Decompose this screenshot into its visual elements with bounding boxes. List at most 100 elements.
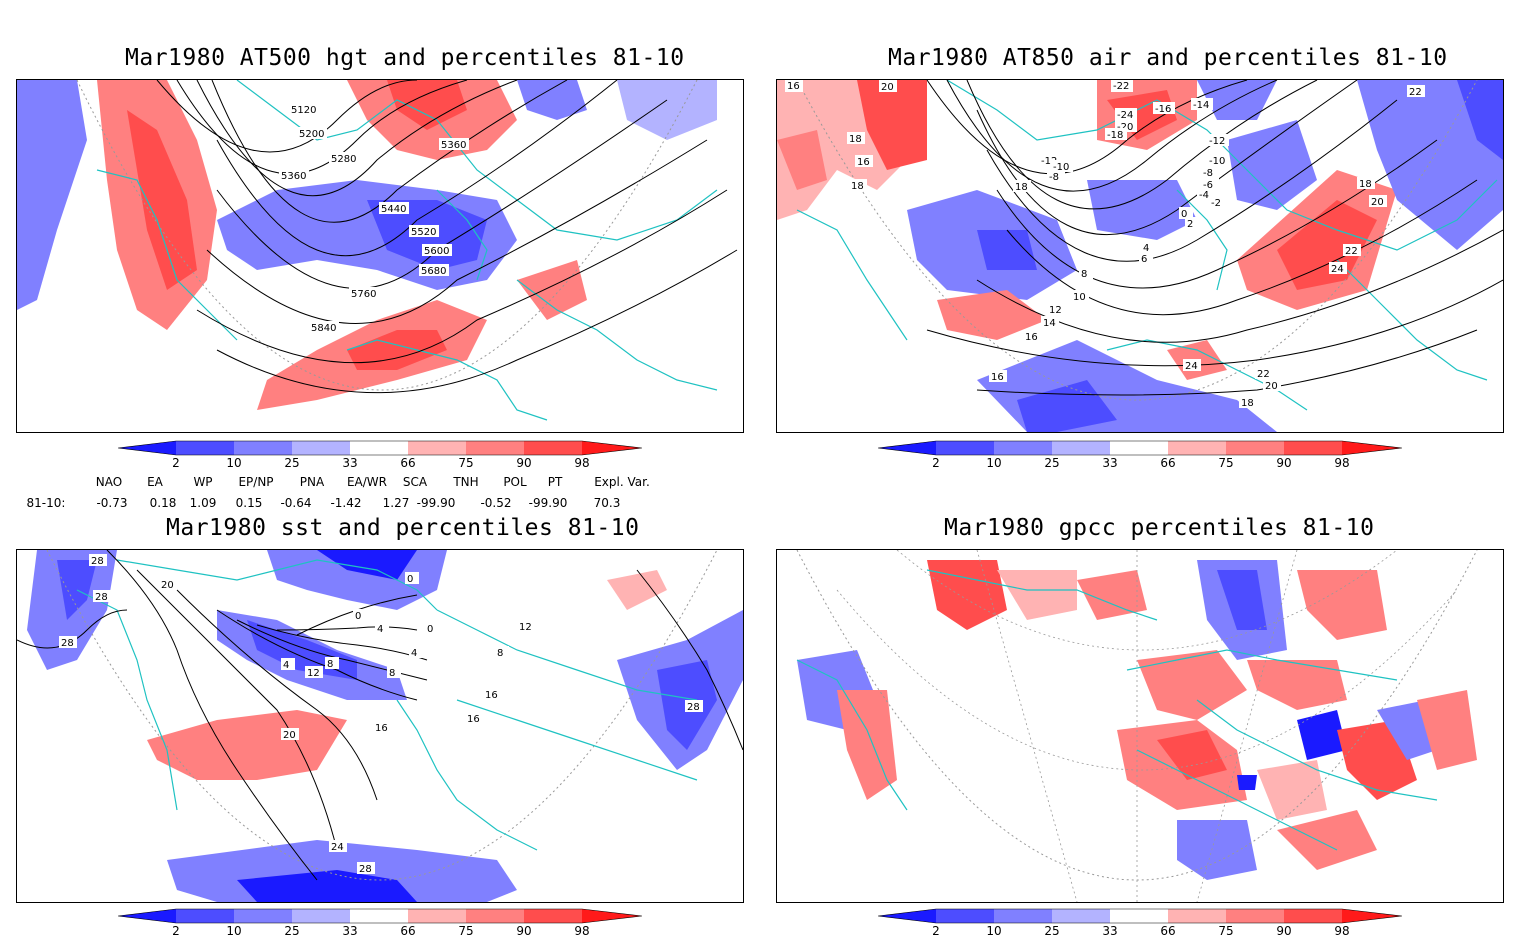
index-value: -0.73	[96, 496, 128, 510]
contour-label: 0	[1181, 209, 1187, 220]
contour-label: 16	[375, 723, 388, 734]
index-value: -0.64	[280, 496, 312, 510]
colorbar-swatch	[292, 909, 350, 923]
contour-label: 4	[377, 624, 383, 635]
contour-label: 5280	[331, 154, 356, 165]
contour-label: 20	[283, 730, 296, 741]
map-sst: 28 28 28 20 0 0 0 4 4 4 8 8 8 12 16 16 1…	[16, 549, 744, 903]
colorbar-label: 25	[284, 924, 300, 938]
index-value: 1.09	[189, 496, 217, 510]
colorbar-swatch	[1342, 909, 1402, 923]
contour-label: -14	[1193, 100, 1209, 111]
index-header: WP	[193, 475, 213, 489]
index-header: NAO	[95, 475, 123, 489]
colorbar-swatch	[936, 909, 994, 923]
contour-label: 28	[359, 864, 372, 875]
contour-label: 4	[283, 660, 289, 671]
contour-label: 20	[881, 82, 894, 93]
colorbar-swatch	[582, 441, 642, 455]
colorbar-label: 66	[1160, 924, 1176, 938]
index-header: EP/NP	[238, 475, 274, 489]
horizon-arc	[76, 80, 698, 391]
contour-label: 24	[1331, 264, 1344, 275]
contour-label: 4	[411, 648, 417, 659]
colorbar-swatch	[1284, 909, 1342, 923]
colorbar-sst: 2 10 25 33 66 75 90 98	[118, 908, 642, 940]
contour-label: 4	[1143, 243, 1149, 254]
contour-label: -2	[1211, 198, 1221, 209]
colorbar-swatches	[118, 440, 642, 456]
colorbar-label: 10	[986, 456, 1002, 470]
contour-label: -8	[1049, 172, 1059, 183]
contour-label: 6	[1141, 254, 1147, 265]
index-row-label: 81-10:	[26, 496, 66, 510]
colorbar-swatch	[524, 441, 582, 455]
contour-label: 28	[61, 638, 74, 649]
colorbar-label: 25	[1044, 924, 1060, 938]
contour-label: 8	[389, 668, 395, 679]
map-hgt500: 5120 5200 5280 5360 5360 5440 5520 5600 …	[16, 79, 744, 433]
colorbar-label: 90	[516, 924, 532, 938]
panel-title-hgt500: Mar1980 AT500 hgt and percentiles 81-10	[125, 45, 685, 71]
index-value: 70.3	[593, 496, 621, 510]
contour-label: 22	[1345, 246, 1358, 257]
colorbar-swatch	[994, 909, 1052, 923]
colorbar-label: 2	[172, 924, 180, 938]
contour-label: 16	[1025, 332, 1038, 343]
anomaly-shading	[777, 80, 1503, 432]
map-sst-svg: 28 28 28 20 0 0 0 4 4 4 8 8 8 12 16 16 1…	[17, 550, 743, 902]
index-value: -1.42	[330, 496, 362, 510]
colorbar-label: 66	[400, 924, 416, 938]
colorbar-swatch	[1226, 441, 1284, 455]
colorbar-swatch	[176, 441, 234, 455]
contour-label: 20	[1371, 197, 1384, 208]
index-header: EA/WR	[346, 475, 388, 489]
panel-title-air850: Mar1980 AT850 air and percentiles 81-10	[888, 45, 1448, 71]
contour-label: 0	[355, 611, 361, 622]
contour-label: 28	[95, 592, 108, 603]
contour-label: -4	[1199, 190, 1209, 201]
index-header-row: NAO EA WP EP/NP PNA EA/WR SCA TNH POL PT…	[0, 475, 760, 491]
coastlines	[796, 569, 1438, 851]
colorbar-label: 98	[574, 456, 590, 470]
contour-label: 16	[467, 714, 480, 725]
colorbar-label: 90	[516, 456, 532, 470]
colorbar-label: 98	[574, 924, 590, 938]
colorbar-gpcc: 2 10 25 33 66 75 90 98	[878, 908, 1402, 940]
map-air850: 16 18 20 18 16 18 -22 -24 -20 -18 -16 -1…	[776, 79, 1504, 433]
index-header: POL	[503, 475, 527, 489]
colorbar-swatch	[582, 909, 642, 923]
contour-label: 12	[307, 668, 320, 679]
colorbar-swatch	[118, 909, 176, 923]
index-header: PNA	[299, 475, 325, 489]
contour-label: 5440	[381, 204, 406, 215]
colorbar-label: 75	[458, 924, 474, 938]
colorbar-swatch	[350, 909, 408, 923]
contour-label: -6	[1203, 180, 1213, 191]
colorbar-label: 2	[932, 456, 940, 470]
contour-label: 5840	[311, 323, 336, 334]
colorbar-label: 2	[932, 924, 940, 938]
contour-label: -18	[1107, 130, 1123, 141]
colorbar-label: 25	[1044, 456, 1060, 470]
colorbar-label: 2	[172, 456, 180, 470]
colorbar-label: 98	[1334, 456, 1350, 470]
colorbar-swatch	[994, 441, 1052, 455]
colorbar-swatch	[408, 441, 466, 455]
colorbar-swatch	[466, 909, 524, 923]
index-header: TNH	[453, 475, 479, 489]
colorbar-label: 10	[986, 924, 1002, 938]
contour-label: 5360	[441, 140, 466, 151]
index-header: SCA	[402, 475, 428, 489]
contour-label-group: 5120 5200 5280 5360 5360 5440 5520 5600 …	[279, 103, 469, 334]
contour-label: 18	[849, 134, 862, 145]
colorbar-label: 33	[1102, 924, 1118, 938]
colorbar-swatch	[408, 909, 466, 923]
contour-label: 18	[1241, 398, 1254, 409]
contour-label: -24	[1117, 110, 1133, 121]
contour-label: 24	[1185, 361, 1198, 372]
anomaly-shading	[27, 550, 743, 902]
index-header: PT	[547, 475, 563, 489]
contour-label: 16	[991, 372, 1004, 383]
contour-label: 18	[1359, 179, 1372, 190]
